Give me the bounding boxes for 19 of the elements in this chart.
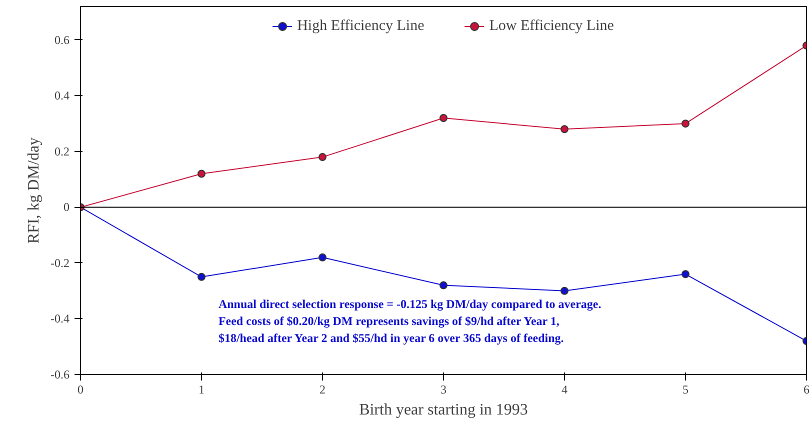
y-tick-label: -0.2	[50, 256, 70, 270]
x-axis-title: Birth year starting in 1993	[359, 402, 528, 418]
x-tick-label: 4	[562, 382, 568, 396]
x-tick-label: 5	[682, 382, 688, 396]
legend-label: High Efficiency Line	[297, 18, 424, 34]
x-tick-label: 1	[198, 382, 204, 396]
x-tick-label: 2	[320, 382, 326, 396]
y-tick-label: -0.6	[50, 368, 70, 382]
x-tick-label: 0	[78, 382, 84, 396]
y-axis-title: RFI, kg DM/day	[26, 137, 43, 244]
x-tick-label: 6	[804, 382, 810, 396]
y-tick-label: 0.2	[54, 144, 70, 158]
y-tick-label: 0	[64, 200, 70, 214]
x-tick-label: 3	[440, 382, 446, 396]
y-tick-label: 0.4	[54, 88, 70, 103]
y-tick-label: -0.4	[50, 312, 70, 326]
y-tick-label: 0.6	[54, 32, 70, 47]
legend-label: Low Efficiency Line	[489, 18, 614, 34]
annotation: Annual direct selection response = -0.125 kg DM/day compared to average. Feed costs of $0.20/kg DM represents savings of $9/hd after Year 1, $18/head after Year 2 and $55/hd in year 6 over 365 days of feeding.	[218, 297, 602, 345]
